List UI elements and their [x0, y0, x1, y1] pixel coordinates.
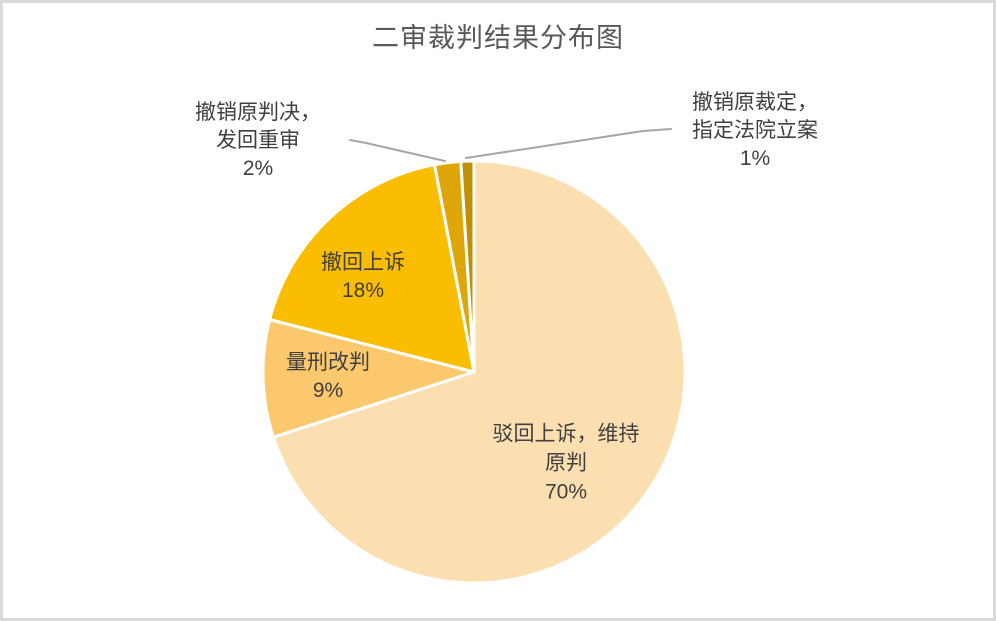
label-line: 70% [544, 480, 588, 504]
label-line: 驳回上诉，维持 [492, 422, 640, 446]
label-line: 原判 [545, 451, 587, 475]
label-line: 9% [312, 379, 344, 402]
label-sentence-modified: 量刑改判 9% [286, 349, 370, 405]
leader-line-designated-filing [465, 128, 672, 159]
pie-slice-2 [261, 318, 476, 439]
label-line: 发回重审 [216, 129, 300, 152]
label-appeal-withdrawn: 撤回上诉 18% [321, 249, 405, 305]
label-line: 18% [341, 279, 385, 302]
label-line: 撤销原判决， [195, 101, 321, 124]
label-line: 指定法院立案 [692, 119, 818, 142]
label-line: 量刑改判 [286, 351, 370, 374]
label-uphold-original-judgment: 驳回上诉，维持 原判 70% [493, 420, 640, 507]
label-line: 1% [739, 147, 771, 170]
pie-slice-3 [268, 163, 476, 374]
pie-chart [261, 128, 687, 585]
label-line: 2% [242, 157, 274, 180]
leader-line-remand-retrial [349, 139, 446, 162]
pie-slices-group [261, 159, 687, 585]
pie-slice-5 [459, 159, 476, 374]
chart-title: 二审裁判结果分布图 [372, 23, 624, 53]
pie-slice-1 [271, 159, 687, 585]
label-line: 撤销原裁定， [692, 91, 818, 114]
label-remand-retrial: 撤销原判决， 发回重审 2% [195, 99, 321, 183]
label-designated-filing: 撤销原裁定， 指定法院立案 1% [692, 89, 818, 173]
label-line: 撤回上诉 [321, 251, 405, 274]
